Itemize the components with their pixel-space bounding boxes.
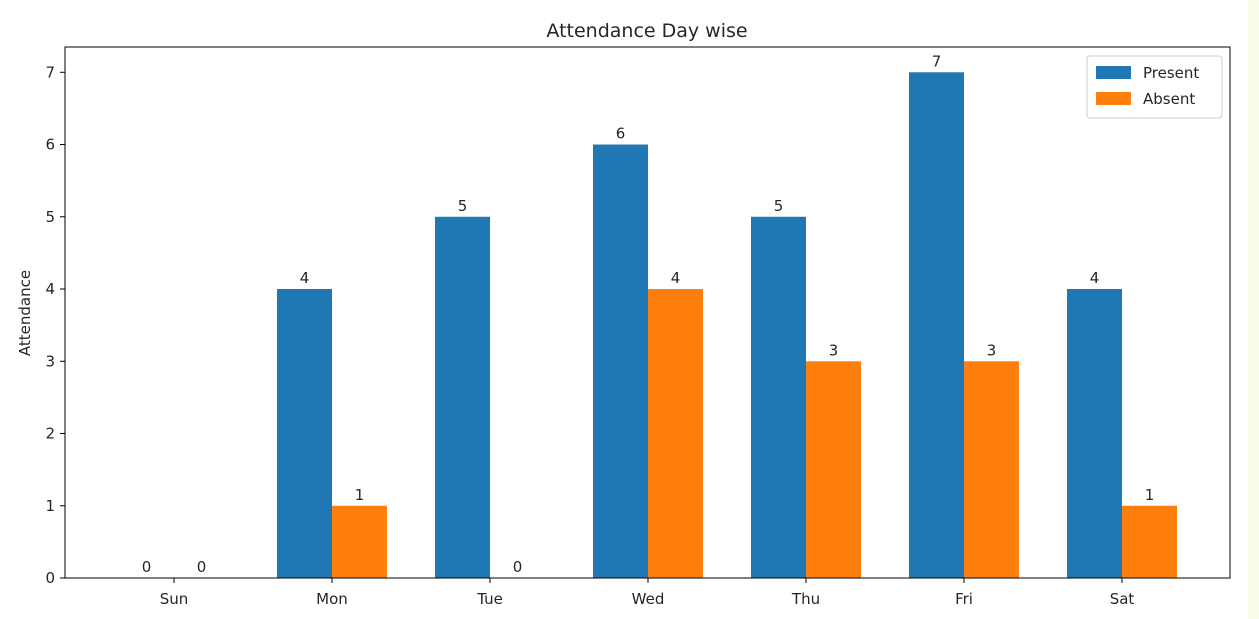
bar-present-fri (909, 72, 964, 579)
bars-layer (277, 72, 1177, 579)
y-tick-label-0: 0 (45, 569, 55, 587)
bar-present-thu (751, 216, 806, 578)
legend: Present Absent (1086, 55, 1223, 119)
data-label-present-sat: 4 (1090, 269, 1100, 287)
side-strip (1248, 0, 1259, 619)
data-label-present-mon: 4 (300, 269, 310, 287)
x-tick-label-mon: Mon (316, 590, 348, 608)
bar-present-tue (435, 216, 490, 578)
x-tick-label-wed: Wed (632, 590, 665, 608)
bar-absent-thu (806, 361, 861, 578)
y-axis-label: Attendance (16, 270, 34, 356)
data-label-absent-sun: 0 (197, 558, 207, 576)
y-tick-label-6: 6 (45, 136, 55, 154)
data-label-present-thu: 5 (774, 197, 784, 215)
plot-frame (64, 46, 1231, 579)
bar-present-wed (593, 144, 648, 578)
data-label-present-sun: 0 (142, 558, 152, 576)
x-tick-label-sun: Sun (160, 590, 189, 608)
x-tick-label-tue: Tue (476, 590, 503, 608)
legend-label-present: Present (1143, 64, 1199, 82)
data-label-absent-sat: 1 (1145, 486, 1155, 504)
x-tick-label-fri: Fri (955, 590, 973, 608)
y-tick-label-4: 4 (45, 280, 55, 298)
bar-absent-fri (964, 361, 1019, 578)
axes-layer: Sun Mon Tue Wed Thu Fri Sat 0 1 2 3 4 5 6 7 (45, 46, 1231, 608)
bar-present-mon (277, 289, 332, 578)
bar-absent-sat (1122, 505, 1177, 578)
bar-absent-mon (332, 505, 387, 578)
y-tick-label-5: 5 (45, 208, 55, 226)
x-tick-label-sat: Sat (1110, 590, 1135, 608)
data-label-absent-mon: 1 (355, 486, 365, 504)
legend-swatch-present (1096, 66, 1131, 79)
bar-absent-wed (648, 289, 703, 578)
y-tick-label-3: 3 (45, 352, 55, 370)
data-label-absent-tue: 0 (513, 558, 523, 576)
data-label-absent-fri: 3 (987, 341, 997, 359)
y-tick-label-1: 1 (45, 497, 55, 515)
chart-title: Attendance Day wise (546, 20, 747, 42)
x-tick-label-thu: Thu (791, 590, 820, 608)
data-label-present-tue: 5 (458, 197, 468, 215)
y-tick-label-7: 7 (45, 63, 55, 81)
legend-swatch-absent (1096, 92, 1131, 105)
data-label-absent-wed: 4 (671, 269, 681, 287)
y-tick-label-2: 2 (45, 425, 55, 443)
data-labels-layer: 0 0 4 1 5 0 6 4 5 3 7 3 4 1 (142, 52, 1155, 576)
data-label-present-fri: 7 (932, 52, 942, 70)
legend-label-absent: Absent (1143, 90, 1195, 108)
data-label-absent-thu: 3 (829, 341, 839, 359)
bar-present-sat (1067, 289, 1122, 578)
data-label-present-wed: 6 (616, 125, 626, 143)
